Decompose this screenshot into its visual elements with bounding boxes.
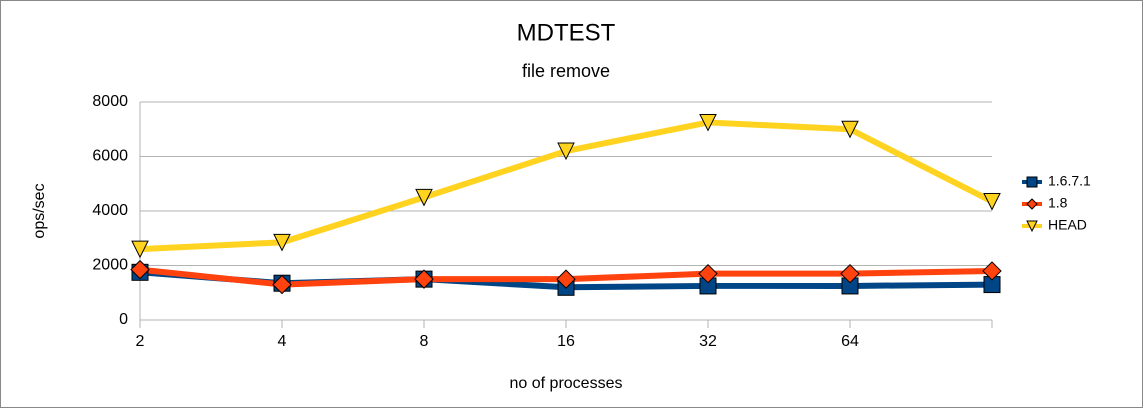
- point: [841, 120, 859, 139]
- y-tick-label: 8000: [92, 93, 128, 110]
- y-tick-label: 4000: [92, 202, 128, 219]
- point: [698, 263, 718, 284]
- point: [699, 113, 717, 132]
- point: [130, 259, 150, 280]
- point: [131, 240, 149, 259]
- point: [983, 192, 1001, 211]
- x-axis-label: no of processes: [510, 375, 623, 392]
- x-tick-label: 4: [278, 333, 287, 350]
- y-tick-label: 6000: [92, 148, 128, 165]
- point: [557, 142, 575, 161]
- y-axis-label: ops/sec: [31, 183, 48, 238]
- y-tick-label: 2000: [92, 257, 128, 274]
- legend-label: 1.6.7.1: [1048, 173, 1091, 189]
- point: [840, 263, 860, 284]
- chart-title: MDTEST: [517, 19, 616, 46]
- x-tick-label: 8: [420, 333, 429, 350]
- point: [414, 269, 434, 289]
- legend-marker: [1026, 198, 1038, 210]
- legend-marker: [1026, 220, 1038, 233]
- x-tick-label: 32: [699, 333, 717, 350]
- point: [415, 188, 433, 207]
- x-tick-label: 16: [557, 333, 575, 350]
- legend-label: 1.8: [1048, 195, 1068, 211]
- y-tick-label: 0: [119, 311, 128, 328]
- x-tick-label: 64: [841, 333, 859, 350]
- point: [556, 269, 576, 289]
- point: [272, 274, 292, 295]
- point: [273, 233, 291, 252]
- legend-label: HEAD: [1048, 217, 1087, 233]
- x-tick-label: 2: [136, 333, 145, 350]
- chart-subtitle: file remove: [522, 61, 610, 81]
- point: [982, 261, 1002, 281]
- legend-marker: [1026, 176, 1038, 188]
